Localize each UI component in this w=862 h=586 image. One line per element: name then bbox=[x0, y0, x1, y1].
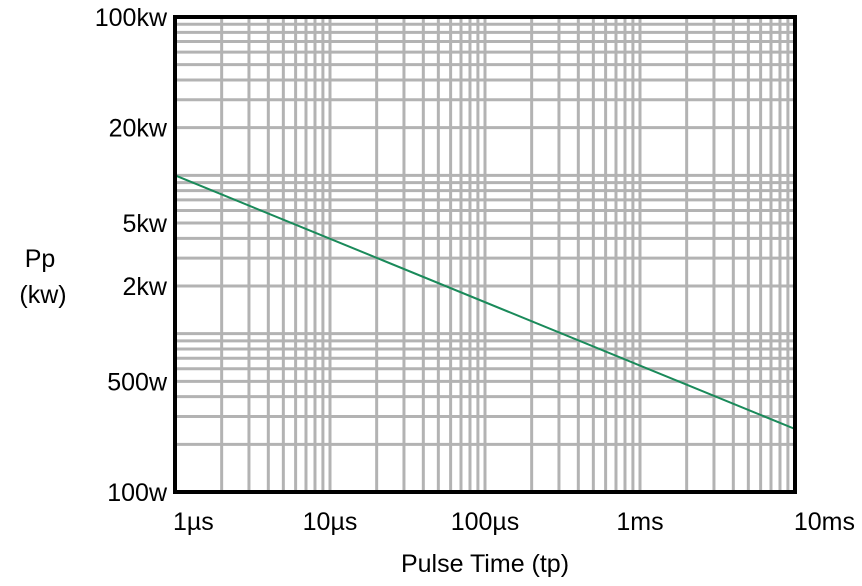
x-axis-label: Pulse Time (tp) bbox=[401, 550, 569, 578]
y-tick-label: 20kw bbox=[109, 115, 168, 143]
x-tick-label: 1ms bbox=[616, 508, 663, 536]
series-line bbox=[174, 174, 796, 430]
y-tick-labels: 100kw 20kw 5kw 2kw 500w 100w bbox=[95, 4, 168, 507]
series-layer bbox=[174, 174, 796, 430]
x-tick-label: 1µs bbox=[173, 508, 214, 536]
grid-lines bbox=[175, 17, 795, 492]
x-tick-label: 10µs bbox=[303, 508, 358, 536]
y-tick-label: 2kw bbox=[123, 273, 168, 301]
y-tick-label: 500w bbox=[107, 368, 168, 396]
y-axis-label-line1: Pp bbox=[25, 245, 56, 273]
y-tick-label: 5kw bbox=[123, 210, 168, 238]
plot-area-border bbox=[173, 15, 797, 494]
y-axis-label-line2: (kw) bbox=[19, 281, 66, 309]
y-tick-label: 100kw bbox=[95, 4, 168, 32]
x-tick-label: 10ms bbox=[794, 508, 855, 536]
x-tick-labels: 1µs 10µs 100µs 1ms 10ms bbox=[173, 508, 855, 536]
x-tick-label: 100µs bbox=[451, 508, 520, 536]
y-tick-label: 100w bbox=[107, 479, 168, 507]
